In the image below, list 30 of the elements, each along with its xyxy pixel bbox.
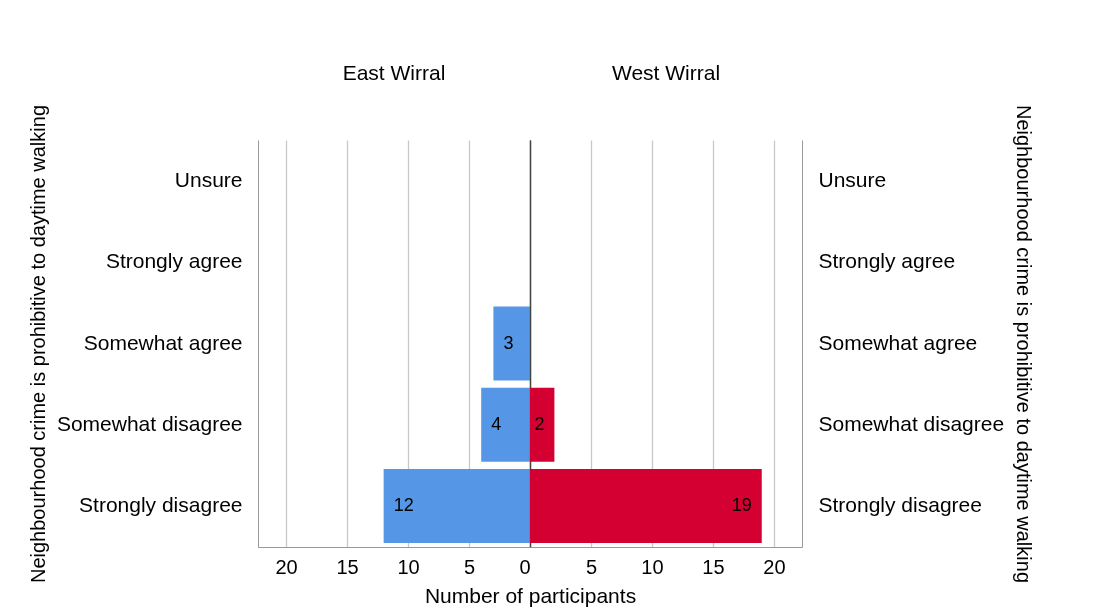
y-tick-label: Strongly agree — [818, 249, 956, 273]
chart-title: West Wirral — [611, 61, 721, 85]
x-tick-label: 20 — [275, 555, 298, 578]
x-tick-label: 5 — [585, 555, 598, 578]
x-tick-label: 10 — [641, 555, 664, 578]
y-tick-label: Somewhat agree — [83, 330, 243, 354]
y-axis-title: Neighbourhood crime is prohibitive to daytime walking — [26, 104, 49, 584]
x-tick-label: 0 — [519, 555, 531, 578]
y-axis-title: Neighbourhood crime is prohibitive to daytime walking — [1012, 104, 1035, 584]
y-tick-label: Strongly agree — [105, 249, 243, 273]
y-tick-label: Somewhat disagree — [818, 411, 1005, 435]
data-label: 4 — [491, 413, 502, 434]
y-tick-label: Somewhat disagree — [56, 411, 243, 435]
data-label: 2 — [534, 413, 545, 434]
data-label: 3 — [503, 332, 514, 353]
x-tick-label: 15 — [702, 555, 725, 578]
y-tick-label: Strongly disagree — [79, 492, 243, 516]
x-axis-title: Number of participants — [424, 583, 637, 607]
y-tick-label: Unsure — [818, 168, 887, 192]
bar — [493, 306, 530, 381]
x-tick-label: 15 — [336, 555, 359, 578]
x-tick-label: 10 — [397, 555, 420, 578]
data-label: 19 — [731, 494, 752, 515]
y-tick-label: Strongly disagree — [818, 492, 982, 516]
x-tick-label: 20 — [763, 555, 786, 578]
y-tick-label: Unsure — [174, 168, 243, 192]
chart-title: East Wirral — [342, 61, 446, 85]
x-tick-label: 5 — [463, 555, 476, 578]
y-tick-label: Somewhat agree — [818, 330, 978, 354]
data-label: 12 — [393, 494, 414, 515]
